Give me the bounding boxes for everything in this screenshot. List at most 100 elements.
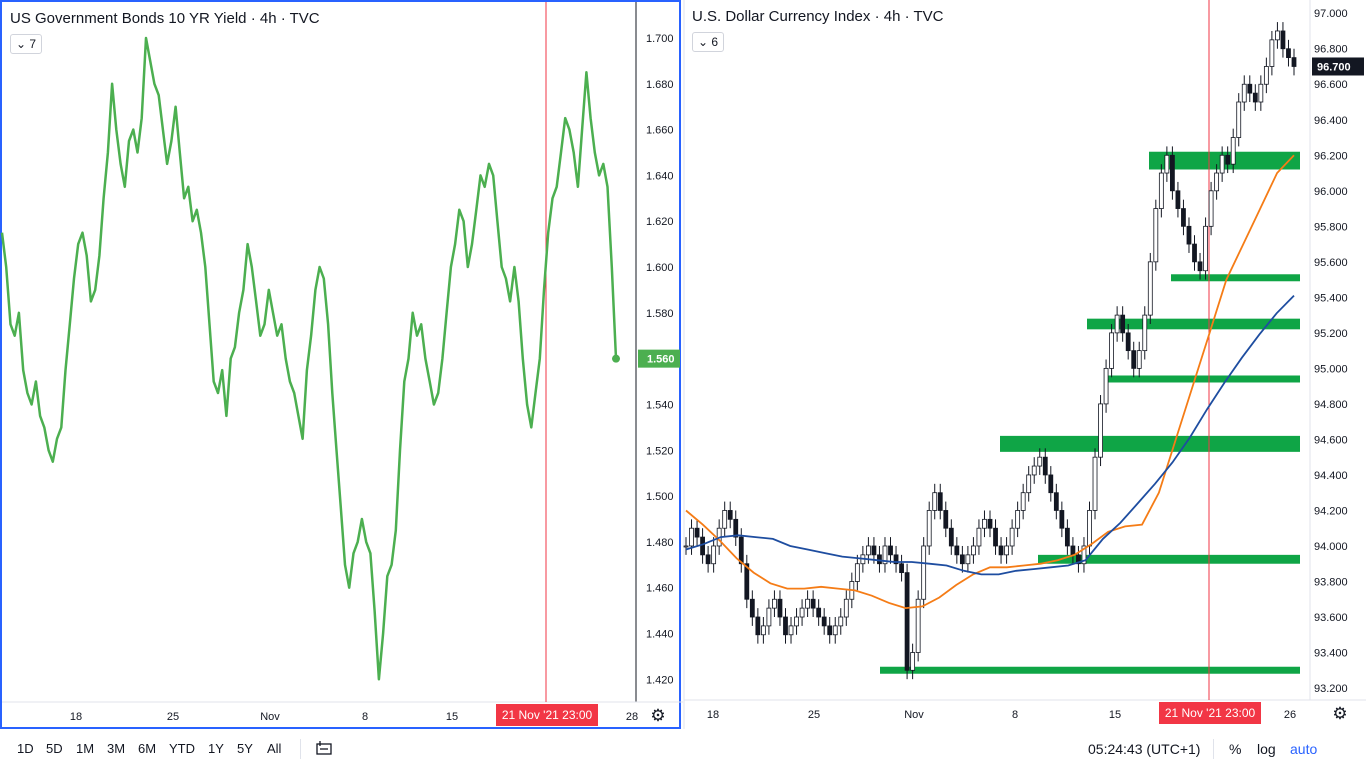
candle-body	[1042, 456, 1048, 476]
y-tick-label: 96.600	[1314, 79, 1348, 91]
range-1m-button[interactable]: 1M	[76, 741, 95, 756]
yield-chart-pane[interactable]: 1.700 1.680 1.660 1.640 1.620 1.600 1.580 1.560…	[0, 0, 683, 731]
candle-body	[1098, 403, 1103, 458]
candle-body	[772, 598, 777, 609]
candle-body	[926, 510, 932, 547]
range-ytd-button[interactable]: YTD	[169, 741, 195, 756]
candle-body	[1109, 332, 1115, 369]
chevron-down-icon: ⌄	[698, 35, 709, 49]
y-tick-label: 1.540	[646, 399, 674, 411]
candle-body	[805, 598, 810, 609]
dxy-chart[interactable]: 97.000 96.800 96.600 96.400 96.200 96.000 95.8…	[683, 0, 1366, 729]
y-tick-label: 1.500	[646, 491, 674, 503]
y-tick-label: 1.680	[646, 79, 674, 91]
candle-body	[755, 616, 761, 636]
y-tick-label: 95.200	[1314, 328, 1348, 340]
percent-scale-button[interactable]: %	[1229, 741, 1242, 757]
y-tick-label: 93.400	[1314, 648, 1348, 660]
indicator-toggle[interactable]: ⌄ 7	[10, 34, 43, 54]
gear-icon[interactable]: ⚙	[650, 706, 666, 725]
range-1d-button[interactable]: 1D	[17, 741, 34, 756]
x-tick-label: 25	[808, 709, 820, 721]
clock-readout[interactable]: 05:24:43 (UTC+1)	[1088, 741, 1201, 757]
y-tick-label: 96.000	[1314, 186, 1348, 198]
candle-body	[1015, 510, 1021, 529]
x-tick-label: 28	[626, 711, 638, 723]
y-tick-label: 96.200	[1314, 150, 1348, 162]
candle-body	[1269, 39, 1275, 67]
yield-series-line	[0, 36, 618, 681]
y-tick-label: 97.000	[1314, 8, 1348, 20]
range-3m-button[interactable]: 3M	[107, 741, 126, 756]
indicator-count: 6	[711, 35, 719, 49]
candle-body	[749, 598, 755, 618]
candle-body	[821, 616, 827, 627]
auto-scale-button[interactable]: auto	[1290, 741, 1318, 757]
y-tick-label: 93.200	[1314, 683, 1348, 695]
candle-body	[744, 563, 750, 600]
crosshair-time-badge	[1159, 702, 1261, 724]
last-point-marker	[612, 354, 620, 363]
candle-body	[1131, 350, 1137, 369]
x-tick-label: Nov	[260, 711, 280, 723]
candle-body	[1153, 208, 1159, 263]
candle-body	[1203, 225, 1208, 272]
y-tick-label: 93.600	[1314, 612, 1348, 624]
support-zone	[1087, 318, 1300, 330]
range-1y-button[interactable]: 1Y	[208, 741, 224, 756]
candle-body	[783, 616, 788, 636]
candle-body	[899, 563, 904, 574]
chevron-down-icon: ⌄	[16, 37, 27, 51]
candle-body	[1147, 261, 1153, 316]
candle-body	[777, 598, 783, 618]
candle-body	[1280, 30, 1286, 50]
y-tick-label: 93.800	[1314, 576, 1348, 588]
log-scale-button[interactable]: log	[1257, 741, 1276, 757]
candle-body	[1103, 367, 1109, 405]
support-zone	[1038, 554, 1300, 564]
range-5y-button[interactable]: 5Y	[237, 741, 253, 756]
y-tick-label: 96.400	[1314, 115, 1348, 127]
candle-body	[1120, 314, 1126, 334]
y-tick-label: 95.400	[1314, 292, 1348, 304]
candle-body	[705, 554, 711, 565]
candle-body	[1142, 314, 1148, 352]
y-tick-label: 95.800	[1314, 221, 1348, 233]
gear-icon[interactable]: ⚙	[1332, 704, 1348, 723]
candle-body	[700, 536, 705, 556]
y-tick-label: 94.800	[1314, 399, 1348, 411]
candle-body	[711, 545, 717, 565]
indicator-toggle[interactable]: ⌄ 6	[692, 32, 725, 52]
range-all-button[interactable]: All	[267, 741, 282, 756]
yield-chart[interactable]: 1.700 1.680 1.660 1.640 1.620 1.600 1.580 1.560…	[0, 2, 683, 731]
candle-body	[993, 527, 998, 547]
crosshair-time-label: 21 Nov '21 23:00	[1165, 706, 1256, 720]
candle-body	[937, 492, 943, 511]
y-tick-label: 94.200	[1314, 505, 1348, 517]
range-5d-button[interactable]: 5D	[46, 741, 63, 756]
candle-body	[1252, 92, 1258, 103]
range-6m-button[interactable]: 6M	[138, 741, 157, 756]
support-zone	[880, 666, 1300, 674]
candle-body	[998, 545, 1004, 556]
candle-body	[954, 545, 960, 556]
candle-body	[733, 518, 739, 538]
candle-body	[865, 545, 871, 556]
y-tick-label: 1.480	[646, 537, 674, 549]
candle-body	[948, 527, 954, 547]
x-tick-label: 18	[70, 711, 82, 723]
candle-body	[976, 527, 982, 547]
candle-body	[1263, 66, 1269, 85]
candle-body	[1009, 527, 1015, 547]
ma-slow-line	[685, 294, 1295, 576]
last-value-badge	[1312, 57, 1364, 76]
compare-range-icon[interactable]	[316, 740, 334, 758]
candle-body	[816, 607, 822, 618]
candle-body	[810, 598, 816, 609]
candle-body	[1275, 30, 1280, 41]
dxy-chart-pane[interactable]: 97.000 96.800 96.600 96.400 96.200 96.000 95.8…	[683, 0, 1366, 729]
candle-body	[915, 598, 921, 653]
y-tick-label: 1.520	[646, 445, 674, 457]
candle-body	[1197, 261, 1203, 272]
y-tick-label: 95.600	[1314, 257, 1348, 269]
